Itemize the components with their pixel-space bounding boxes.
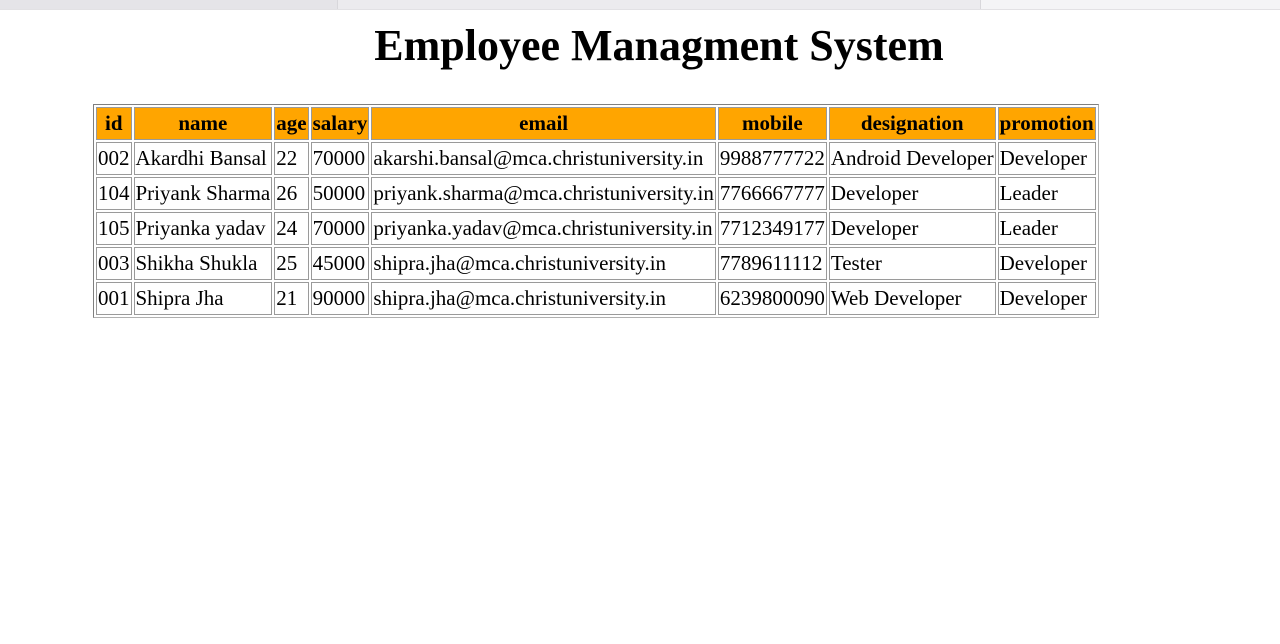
column-header-email: email: [371, 107, 716, 140]
cell-id: 003: [96, 247, 132, 280]
cell-name: Shipra Jha: [133, 282, 273, 315]
cell-name: Priyanka yadav: [133, 212, 273, 245]
table-row: 002 Akardhi Bansal 22 70000 akarshi.bans…: [96, 142, 1096, 175]
cell-age: 26: [274, 177, 309, 210]
cell-designation: Android Developer: [828, 142, 996, 175]
cell-salary: 70000: [310, 142, 370, 175]
cell-designation: Developer: [828, 177, 996, 210]
cell-mobile: 9988777722: [717, 142, 827, 175]
browser-top-strip: [0, 0, 1280, 10]
column-header-designation: designation: [828, 107, 996, 140]
cell-name: Priyank Sharma: [133, 177, 273, 210]
browser-tab-inactive[interactable]: [980, 0, 1280, 9]
table-header-row: id name age salary email mobile designat…: [96, 107, 1096, 140]
cell-promotion: Developer: [997, 247, 1096, 280]
cell-salary: 70000: [310, 212, 370, 245]
cell-id: 001: [96, 282, 132, 315]
column-header-promotion: promotion: [997, 107, 1096, 140]
cell-promotion: Developer: [997, 282, 1096, 315]
cell-email: priyanka.yadav@mca.christuniversity.in: [371, 212, 716, 245]
cell-email: shipra.jha@mca.christuniversity.in: [371, 247, 716, 280]
cell-age: 22: [274, 142, 309, 175]
cell-promotion: Leader: [997, 212, 1096, 245]
cell-id: 002: [96, 142, 132, 175]
cell-salary: 50000: [310, 177, 370, 210]
table-row: 001 Shipra Jha 21 90000 shipra.jha@mca.c…: [96, 282, 1096, 315]
cell-mobile: 7766667777: [717, 177, 827, 210]
column-header-salary: salary: [310, 107, 370, 140]
cell-salary: 45000: [310, 247, 370, 280]
table-row: 105 Priyanka yadav 24 70000 priyanka.yad…: [96, 212, 1096, 245]
employee-table: id name age salary email mobile designat…: [93, 104, 1099, 318]
cell-email: shipra.jha@mca.christuniversity.in: [371, 282, 716, 315]
cell-mobile: 7789611112: [717, 247, 827, 280]
cell-name: Shikha Shukla: [133, 247, 273, 280]
cell-salary: 90000: [310, 282, 370, 315]
cell-age: 24: [274, 212, 309, 245]
table-row: 003 Shikha Shukla 25 45000 shipra.jha@mc…: [96, 247, 1096, 280]
column-header-mobile: mobile: [717, 107, 827, 140]
column-header-id: id: [96, 107, 132, 140]
browser-tab-active[interactable]: [0, 0, 338, 9]
cell-designation: Developer: [828, 212, 996, 245]
cell-designation: Tester: [828, 247, 996, 280]
cell-id: 105: [96, 212, 132, 245]
column-header-name: name: [133, 107, 273, 140]
cell-promotion: Developer: [997, 142, 1096, 175]
cell-mobile: 7712349177: [717, 212, 827, 245]
cell-age: 25: [274, 247, 309, 280]
cell-email: priyank.sharma@mca.christuniversity.in: [371, 177, 716, 210]
cell-promotion: Leader: [997, 177, 1096, 210]
cell-designation: Web Developer: [828, 282, 996, 315]
cell-id: 104: [96, 177, 132, 210]
cell-email: akarshi.bansal@mca.christuniversity.in: [371, 142, 716, 175]
cell-age: 21: [274, 282, 309, 315]
column-header-age: age: [274, 107, 309, 140]
table-row: 104 Priyank Sharma 26 50000 priyank.shar…: [96, 177, 1096, 210]
page-title: Employee Managment System: [374, 21, 944, 70]
cell-name: Akardhi Bansal: [133, 142, 273, 175]
cell-mobile: 6239800090: [717, 282, 827, 315]
